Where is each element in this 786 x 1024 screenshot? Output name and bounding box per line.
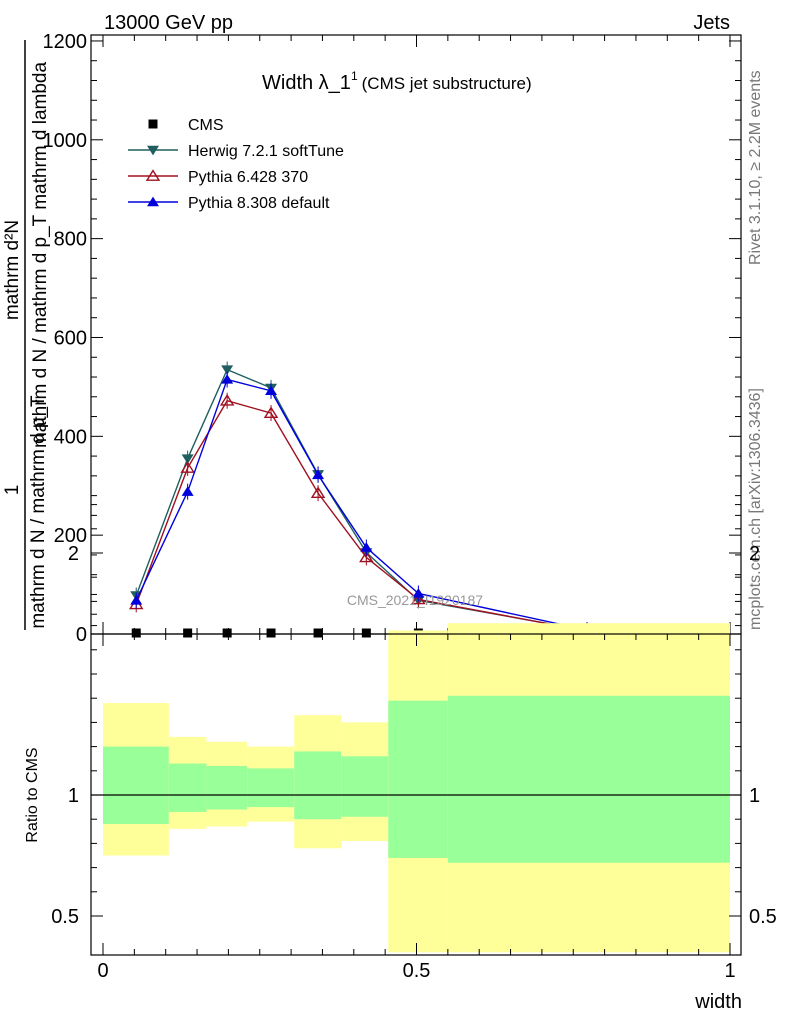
y-tick-label: 400	[54, 426, 87, 448]
ratio-band-stat	[388, 700, 448, 858]
x-tick-label: 1	[724, 960, 735, 982]
main-ylabel-num: mathrm d²N	[2, 220, 23, 320]
data-point	[183, 628, 193, 638]
ratio-band-stat	[341, 756, 389, 817]
ratio-band-stat	[294, 751, 342, 820]
ratio-axes: 0.5 0.5 1 1 2 2 0 0.5 1	[51, 504, 777, 982]
data-point	[131, 628, 141, 638]
data-point	[130, 594, 143, 605]
data-point	[180, 461, 195, 473]
ratio-band-stat	[447, 695, 730, 863]
data-point	[265, 385, 278, 396]
data-point	[310, 486, 326, 499]
data-point	[361, 628, 371, 638]
series-0	[131, 628, 423, 638]
data-point	[412, 588, 425, 598]
legend-marker	[148, 119, 158, 129]
ratio-band-stat	[247, 768, 295, 808]
main-ylabel-den2: mathrm d N / mathrm d p_T	[28, 395, 49, 629]
legend: CMS Herwig 7.2.1 softTune Pythia 6.428 370…	[128, 117, 344, 212]
rivet-label: Rivet 3.1.10, ≥ 2.2M events	[747, 70, 764, 265]
ratio-y-tick-label-right: 2	[749, 543, 760, 565]
header-right: Jets	[693, 12, 730, 34]
data-point	[263, 406, 279, 418]
y-tick-label: 0	[76, 624, 87, 646]
y-tick-label: 600	[54, 327, 87, 349]
legend-marker	[147, 145, 159, 156]
ratio-y-tick-label: 0.5	[51, 906, 79, 928]
main-axes: 0 200 400 600 800 1000 1200	[43, 31, 742, 646]
watermark: CMS_2021_I1920187	[347, 592, 483, 608]
data-point	[221, 365, 234, 376]
y-tick-label: 800	[54, 229, 87, 251]
series-line	[135, 399, 588, 632]
legend-item: Pythia 8.308 default	[128, 195, 330, 212]
y-tick-label: 1200	[43, 31, 88, 53]
data-point	[221, 374, 234, 384]
legend-label: CMS	[188, 117, 224, 134]
data-point	[360, 542, 373, 552]
main-title-sup: 1	[351, 69, 358, 83]
data-point	[359, 550, 374, 563]
data-point	[181, 486, 194, 496]
ratio-bands	[91, 623, 741, 953]
legend-label: Pythia 8.308 default	[188, 195, 330, 212]
data-point	[312, 469, 325, 480]
y-tick-label: 1000	[43, 130, 88, 152]
ratio-y-tick-label-right: 0.5	[749, 906, 777, 928]
mcplots-label: mcplots.cern.ch [arXiv:1306.3436]	[747, 388, 764, 630]
legend-item: Pythia 6.428 370	[128, 169, 308, 186]
ratio-y-tick-label: 1	[68, 785, 79, 807]
data-point	[181, 454, 194, 464]
y-tick-label: 200	[54, 525, 87, 547]
main-title: Width λ_11 (CMS jet substructure)	[262, 69, 532, 94]
main-ylabel-den: 1	[2, 485, 23, 496]
legend-label: Pythia 6.428 370	[188, 169, 308, 186]
ratio-band-stat	[168, 763, 207, 812]
ratio-y-tick-label: 2	[68, 543, 79, 565]
main-subtitle: (CMS jet substructure)	[362, 74, 532, 93]
legend-item: Herwig 7.2.1 softTune	[128, 143, 344, 160]
main-ylabel: mathrm d²N mathrm d N / mathrm d p_T mat…	[2, 40, 51, 630]
legend-marker	[147, 196, 159, 207]
series-line	[135, 378, 588, 631]
x-tick-label: 0	[97, 960, 108, 982]
data-point	[266, 628, 276, 638]
header-left: 13000 GeV pp	[104, 12, 233, 34]
data-point	[313, 628, 323, 638]
legend-item: CMS	[148, 117, 224, 134]
legend-label: Herwig 7.2.1 softTune	[188, 143, 344, 160]
data-point	[219, 394, 235, 406]
ratio-band-stat	[206, 765, 248, 810]
x-tick-label: 0.5	[403, 960, 431, 982]
data-point	[411, 592, 426, 605]
ratio-xlabel: width	[694, 991, 742, 1013]
ratio-band-stat	[103, 746, 169, 825]
ratio-y-tick-label-right: 1	[749, 785, 760, 807]
data-point	[222, 628, 232, 638]
main-ylabel-main: mathrm d N / mathrm d p_T mathrm d lambd…	[30, 62, 51, 449]
ratio-ylabel: Ratio to CMS	[24, 747, 41, 842]
legend-marker	[145, 169, 161, 181]
